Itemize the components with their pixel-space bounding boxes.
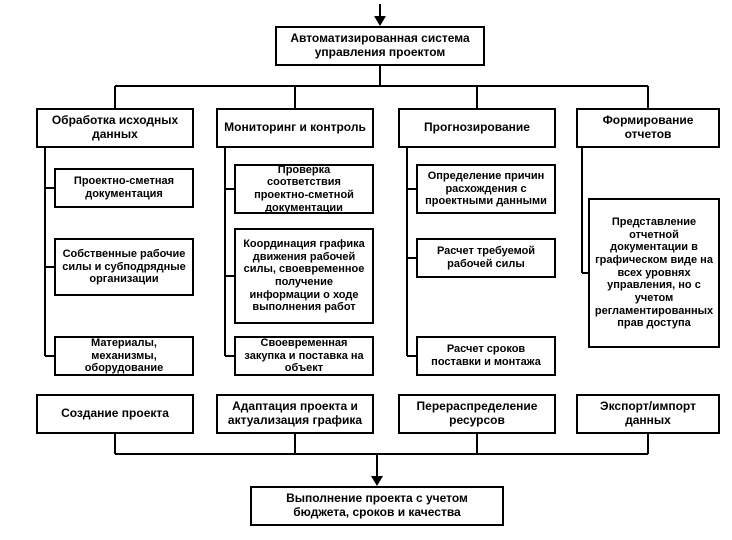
node-c1-4-label: Создание проекта <box>61 407 169 421</box>
node-col3-head: Прогнозирование <box>398 108 556 148</box>
node-c3-2-label: Расчет требуемой рабочей силы <box>424 245 548 270</box>
node-c2-4-label: Адаптация проекта и актуализация графика <box>224 400 366 428</box>
node-c2-2-label: Координация графика движения рабочей сил… <box>242 238 366 314</box>
node-c4-4: Экспорт/импорт данных <box>576 394 720 434</box>
node-c3-1-label: Определение причин расхождения с проектн… <box>424 170 548 208</box>
node-c1-3: Материалы, механизмы, оборудование <box>54 336 194 376</box>
node-c4-4-label: Экспорт/импорт данных <box>584 400 712 428</box>
node-c1-2: Собственные рабочие силы и субподрядные … <box>54 238 194 296</box>
node-top-label: Автоматизированная система управления пр… <box>283 32 477 60</box>
node-c2-1: Проверка соответствия проектно-сметной д… <box>234 164 374 214</box>
node-col4-head: Формирование отчетов <box>576 108 720 148</box>
node-col1-head-label: Обработка исходных данных <box>44 114 186 142</box>
node-c3-4-label: Перераспределение ресурсов <box>406 400 548 428</box>
node-c1-1: Проектно-сметная документация <box>54 168 194 208</box>
node-c2-2: Координация графика движения рабочей сил… <box>234 228 374 324</box>
node-col2-head: Мониторинг и контроль <box>216 108 374 148</box>
node-c4-1-label: Представление отчетной документации в гр… <box>595 216 713 330</box>
node-c1-3-label: Материалы, механизмы, оборудование <box>62 337 186 375</box>
node-c3-1: Определение причин расхождения с проектн… <box>416 164 556 214</box>
node-c1-2-label: Собственные рабочие силы и субподрядные … <box>62 248 186 286</box>
node-c2-1-label: Проверка соответствия проектно-сметной д… <box>242 164 366 215</box>
node-c3-3: Расчет сроков поставки и монтажа <box>416 336 556 376</box>
diagram-canvas: Автоматизированная система управления пр… <box>0 0 732 540</box>
node-c3-3-label: Расчет сроков поставки и монтажа <box>424 343 548 368</box>
node-c1-1-label: Проектно-сметная документация <box>62 175 186 200</box>
node-col1-head: Обработка исходных данных <box>36 108 194 148</box>
node-bottom: Выполнение проекта с учетом бюджета, сро… <box>250 486 504 526</box>
node-top: Автоматизированная система управления пр… <box>275 26 485 66</box>
node-c4-1: Представление отчетной документации в гр… <box>588 198 720 348</box>
node-c3-4: Перераспределение ресурсов <box>398 394 556 434</box>
node-c1-4: Создание проекта <box>36 394 194 434</box>
node-bottom-label: Выполнение проекта с учетом бюджета, сро… <box>258 492 496 520</box>
node-c3-2: Расчет требуемой рабочей силы <box>416 238 556 278</box>
node-c2-3: Своевременная закупка и поставка на объе… <box>234 336 374 376</box>
node-col4-head-label: Формирование отчетов <box>584 114 712 142</box>
node-c2-4: Адаптация проекта и актуализация графика <box>216 394 374 434</box>
node-c2-3-label: Своевременная закупка и поставка на объе… <box>242 337 366 375</box>
node-col3-head-label: Прогнозирование <box>424 121 530 135</box>
node-col2-head-label: Мониторинг и контроль <box>224 121 366 135</box>
